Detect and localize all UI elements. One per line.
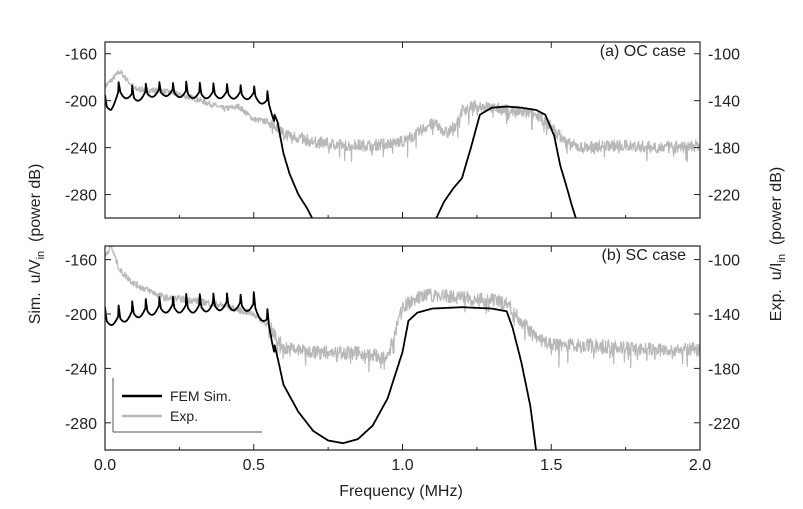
y-right-tick-label-sc-2: -180 <box>708 361 740 378</box>
y-right-tick-label-sc-1: -140 <box>708 307 740 324</box>
y-left-tick-label-sc-3: -280 <box>65 416 97 433</box>
y-axis-title-right-sub: in <box>776 254 788 263</box>
plot-area-sc <box>105 246 700 450</box>
y-axis-title-left-main: Sim. u/V <box>27 259 44 324</box>
panel-title-oc: (a) OC case <box>600 43 686 60</box>
plot-frame-oc <box>104 41 701 219</box>
series-fem-sim-oc-1 <box>435 105 577 218</box>
y-axis-title-left-unit: (power dB) <box>27 164 44 251</box>
y-left-tick-label-sc-0: -160 <box>65 253 97 270</box>
y-right-tick-label-sc-3: -220 <box>708 416 740 433</box>
x-tick-label-4: 2.0 <box>689 457 711 474</box>
y-left-tick-label-oc-2: -240 <box>65 141 97 158</box>
y-left-tick-label-oc-3: -280 <box>65 188 97 205</box>
x-axis-title: Frequency (MHz) <box>339 483 463 500</box>
x-tick-label-3: 1.5 <box>540 457 562 474</box>
x-tick-label-0: 0.0 <box>94 457 116 474</box>
y-left-tick-label-oc-1: -200 <box>65 94 97 111</box>
series-fem-sim-oc-0 <box>105 80 314 218</box>
panel-oc-case: -160 -200 -240 -280 -100 -140 -180 -220 (a) OC c… <box>65 41 740 219</box>
y-right-tick-label-oc-2: -180 <box>708 141 740 158</box>
y-right-tick-label-oc-1: -140 <box>708 94 740 111</box>
y-axis-title-left-sub: in <box>35 251 47 260</box>
y-axis-title-right-main: Exp. u/I <box>768 263 785 322</box>
series-exp-sc-1 <box>105 246 700 373</box>
x-tick-label-1: 0.5 <box>243 457 265 474</box>
panel-title-sc: (b) SC case <box>602 247 687 264</box>
panel-sc-case: 0.0 0.5 1.0 1.5 2.0 -160 -200 -240 -280 -100 -140 -… <box>65 245 740 474</box>
y-left-tick-label-sc-2: -240 <box>65 361 97 378</box>
legend-label-fem: FEM Sim. <box>170 388 231 404</box>
y-right-tick-label-oc-3: -220 <box>708 188 740 205</box>
legend-label-exp: Exp. <box>170 408 198 424</box>
series-exp-oc-2 <box>105 69 700 163</box>
plot-area-oc <box>105 69 700 218</box>
y-left-tick-label-oc-0: -160 <box>65 47 97 64</box>
series-fem-sim-sc-0 <box>105 291 537 450</box>
x-tick-label-2: 1.0 <box>391 457 413 474</box>
y-axis-title-left: Sim. u/Vin (power dB) <box>27 164 47 325</box>
y-left-tick-label-sc-1: -200 <box>65 307 97 324</box>
y-right-tick-label-oc-0: -100 <box>708 47 740 64</box>
y-axis-title-right: Exp. u/Iin (power dB) <box>768 167 788 321</box>
y-axis-title-right-unit: (power dB) <box>768 167 785 254</box>
legend: FEM Sim. Exp. <box>112 378 262 433</box>
y-right-tick-label-sc-0: -100 <box>708 253 740 270</box>
